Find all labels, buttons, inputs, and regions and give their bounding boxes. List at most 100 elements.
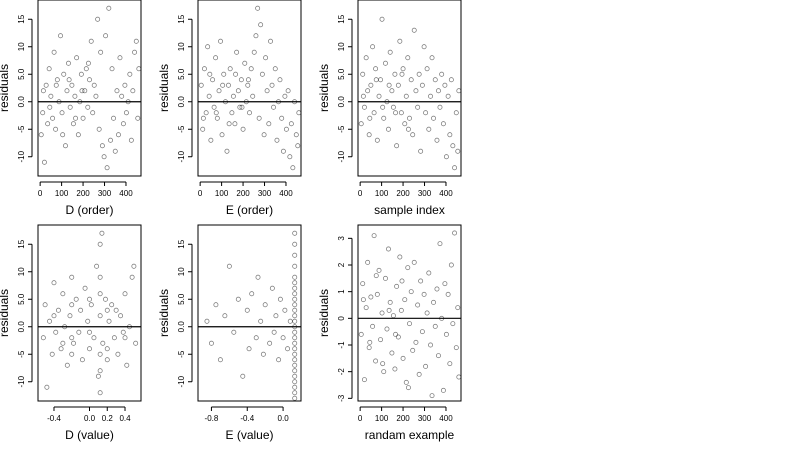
x-tick-label: 200: [236, 189, 250, 198]
data-point: [104, 346, 110, 352]
data-point: [91, 335, 97, 341]
x-tick-label: 100: [55, 189, 69, 198]
data-point: [277, 296, 283, 302]
data-point: [77, 99, 83, 105]
data-point: [387, 299, 393, 305]
data-point: [423, 363, 429, 369]
y-tick-label: 5.0: [17, 293, 26, 305]
data-point: [390, 104, 396, 110]
data-point: [443, 154, 449, 160]
data-point: [405, 265, 411, 271]
data-point: [235, 88, 241, 94]
y-tick-label: 15: [17, 14, 26, 23]
data-point: [292, 263, 298, 269]
data-point: [267, 340, 273, 346]
x-tick-label: 0: [358, 414, 363, 423]
data-point: [232, 121, 238, 127]
y-tick-label: -10: [177, 375, 186, 387]
data-point: [405, 126, 411, 132]
data-point: [399, 278, 405, 284]
data-point: [120, 329, 126, 335]
data-point: [122, 335, 128, 341]
plot-frame: [197, 0, 302, 177]
data-point: [360, 297, 366, 303]
data-point: [292, 379, 298, 385]
data-point: [450, 143, 456, 149]
data-point: [93, 93, 99, 99]
data-point: [46, 66, 52, 72]
data-point: [397, 254, 403, 260]
data-point: [58, 346, 64, 352]
data-point: [411, 259, 417, 265]
data-point: [411, 27, 417, 33]
x-tick-label: 200: [396, 189, 410, 198]
plot-frame: [37, 224, 142, 402]
data-point: [397, 38, 403, 44]
data-point: [136, 66, 142, 72]
data-point: [122, 82, 128, 88]
x-tick-label: 0: [358, 189, 363, 198]
data-point: [242, 60, 248, 66]
data-point: [378, 77, 383, 83]
data-point: [231, 329, 237, 335]
data-point: [445, 93, 451, 99]
plot-frame: [37, 0, 142, 177]
data-point: [109, 302, 115, 308]
panel-2: 0 100 200 300 400 -10 -5 0.0 5.0 10 15 E (order) res…: [157, 0, 302, 217]
data-point: [66, 60, 71, 66]
data-point: [60, 291, 66, 297]
data-point: [82, 88, 88, 94]
data-point: [367, 115, 373, 121]
data-point: [442, 281, 448, 287]
x-tick-label: -0.8: [205, 414, 219, 423]
data-point: [63, 143, 68, 149]
data-point: [274, 137, 280, 143]
y-axis-title: residuals: [0, 289, 11, 337]
y-tick-label: -10: [17, 150, 26, 162]
data-point: [95, 373, 101, 379]
data-point: [381, 115, 387, 121]
data-point: [133, 38, 139, 44]
data-point: [367, 339, 373, 345]
data-point: [53, 329, 59, 335]
data-point: [229, 110, 235, 116]
data-point: [97, 274, 103, 280]
y-tick-label: 5.0: [337, 68, 346, 80]
data-point: [78, 307, 84, 313]
data-point: [292, 335, 298, 341]
data-point: [112, 148, 118, 154]
data-point: [361, 377, 367, 383]
data-point: [437, 104, 443, 110]
data-point: [384, 99, 390, 105]
data-point: [282, 93, 288, 99]
data-point: [97, 241, 103, 247]
y-tick-label: -10: [177, 150, 186, 162]
data-point: [296, 110, 302, 116]
data-point: [66, 77, 72, 83]
data-point: [99, 230, 105, 236]
data-point: [40, 88, 46, 94]
data-point: [360, 281, 366, 287]
data-point: [400, 355, 406, 361]
y-tick-label: 0: [337, 316, 346, 321]
data-point: [90, 110, 96, 116]
x-tick-label: 200: [396, 414, 410, 423]
data-point: [402, 121, 408, 127]
data-point: [395, 82, 401, 88]
data-point: [98, 49, 104, 55]
y-tick-label: -3: [337, 394, 346, 402]
y-tick-label: 5.0: [177, 68, 186, 80]
data-point: [366, 345, 372, 351]
data-point: [295, 143, 301, 149]
data-point: [109, 66, 115, 72]
data-point: [434, 286, 440, 292]
data-point: [234, 49, 240, 55]
data-point: [453, 110, 459, 116]
data-point: [392, 71, 398, 77]
data-point: [434, 137, 440, 143]
y-tick-label: 0.0: [177, 321, 186, 333]
data-point: [218, 38, 223, 44]
data-point: [64, 88, 70, 94]
data-point: [235, 296, 241, 302]
data-point: [97, 368, 103, 374]
